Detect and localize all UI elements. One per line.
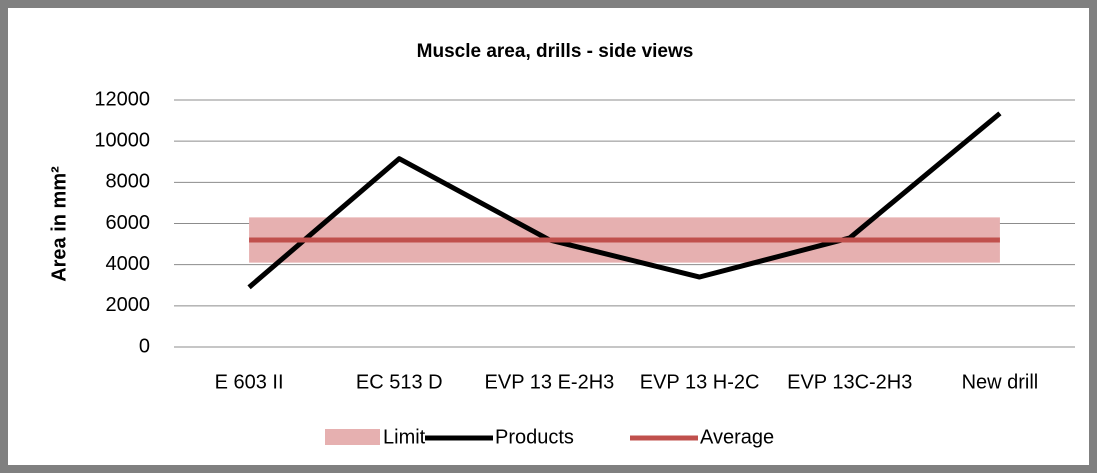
x-tick-label: EVP 13 E-2H3 — [485, 371, 615, 393]
x-tick-label: EC 513 D — [356, 371, 443, 393]
x-tick-label: EVP 13C-2H3 — [787, 371, 912, 393]
y-tick-label: 4000 — [106, 253, 151, 275]
x-tick-label: E 603 II — [215, 371, 284, 393]
series-line — [247, 111, 1002, 290]
legend-swatch — [325, 429, 380, 445]
x-tick-label: New drill — [962, 371, 1039, 393]
y-tick-label: 10000 — [94, 129, 150, 151]
chart-title: Muscle area, drills - side views — [417, 41, 694, 62]
legend-label: Products — [495, 426, 574, 448]
y-tick-label: 8000 — [106, 171, 151, 193]
y-tick-label: 12000 — [94, 88, 150, 110]
legend-label: Limit — [383, 426, 426, 448]
y-axis-label: Area in mm² — [48, 166, 70, 282]
x-tick-label: EVP 13 H-2C — [640, 371, 760, 393]
y-tick-label: 6000 — [106, 212, 151, 234]
y-tick-label: 0 — [139, 335, 150, 357]
legend-label: Average — [700, 426, 774, 448]
y-tick-label: 2000 — [106, 294, 151, 316]
